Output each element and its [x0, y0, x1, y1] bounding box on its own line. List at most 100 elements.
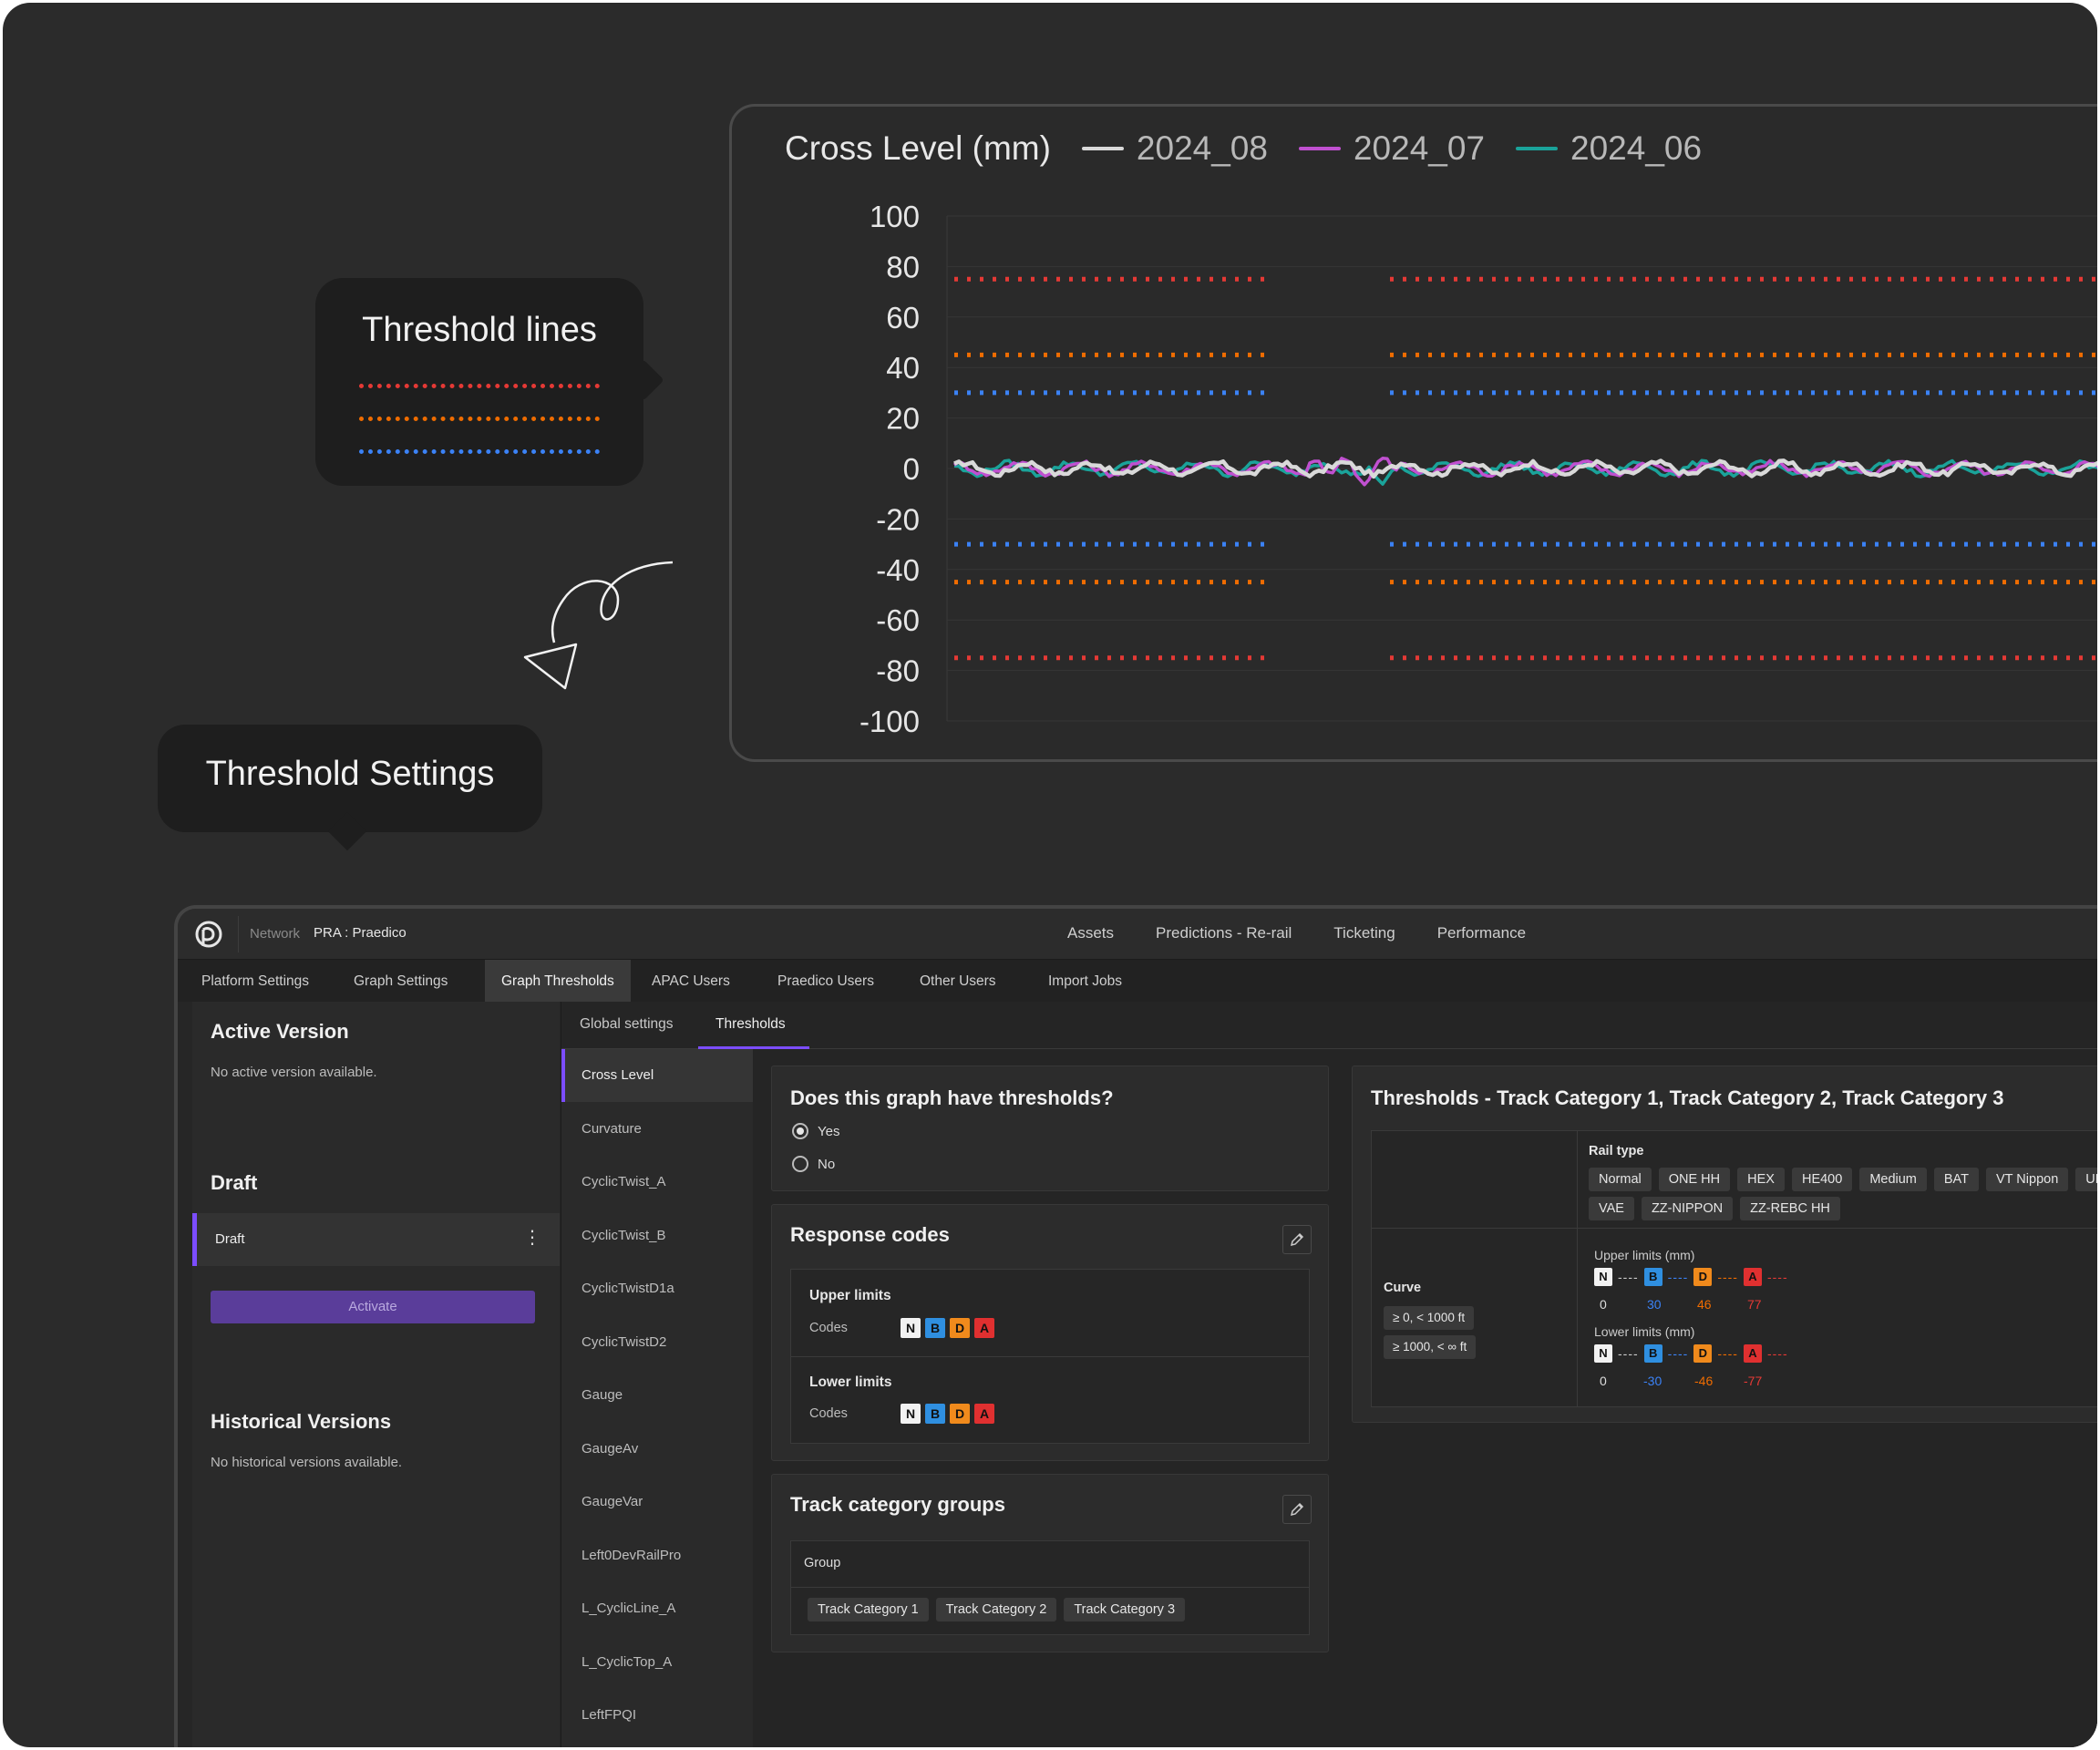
threshold-table-title: Thresholds - Track Category 1, Track Cat… — [1371, 1086, 2004, 1109]
groups-box: Group Track Category 1 Track Category 2 … — [790, 1540, 1310, 1635]
code-b-badge: B — [925, 1404, 945, 1424]
divider — [791, 1587, 1309, 1588]
graph-item-cyclictwistd1a[interactable]: CyclicTwistD1a — [582, 1281, 674, 1296]
subtab-global-settings[interactable]: Global settings — [580, 1016, 674, 1032]
chart-header: Cross Level (mm) 2024_08 2024_07 2024_06 — [785, 121, 1702, 176]
active-subtab-indicator — [698, 1046, 809, 1049]
divider — [238, 916, 239, 952]
praedico-logo-icon[interactable] — [192, 918, 225, 951]
series-line-2024-08 — [953, 458, 2097, 479]
graph-item-l-cyclicline-a[interactable]: L_CyclicLine_A — [582, 1601, 676, 1616]
tab-apac-users[interactable]: APAC Users — [652, 973, 730, 989]
radio-label: Yes — [818, 1123, 840, 1139]
y-tick-label: -40 — [876, 553, 920, 587]
group-chips: Track Category 1 Track Category 2 Track … — [808, 1598, 1186, 1621]
graph-item-leftfpqi[interactable]: LeftFPQI — [582, 1707, 637, 1723]
callout-tail — [327, 811, 367, 851]
legend-label: 2024_06 — [1570, 129, 1703, 167]
tab-praedico-users[interactable]: Praedico Users — [777, 973, 874, 989]
radio-no[interactable]: No — [792, 1156, 835, 1172]
tab-import-jobs[interactable]: Import Jobs — [1048, 973, 1122, 989]
rail-type-chip: HEX — [1737, 1168, 1785, 1191]
historical-versions-text: No historical versions available. — [211, 1455, 403, 1470]
divider — [791, 1356, 1309, 1357]
thresholds-area: Global settings Thresholds Cross Level Cu… — [561, 1002, 2097, 1747]
thresholds-question-card: Does this graph have thresholds? Yes No — [771, 1065, 1329, 1191]
sub-tabs: Global settings Thresholds — [561, 1002, 2097, 1049]
legend-item-2024-06[interactable]: 2024_06 — [1516, 129, 1702, 168]
lower-value-a: -77 — [1744, 1374, 1763, 1388]
response-codes-card: Response codes Upper limits Codes N B D … — [771, 1204, 1329, 1461]
graph-item-left0devrailpro[interactable]: Left0DevRailPro — [582, 1547, 682, 1563]
code-d-badge: D — [950, 1318, 970, 1338]
nav-performance[interactable]: Performance — [1436, 924, 1527, 942]
draft-item[interactable]: Draft ⋮ — [192, 1213, 560, 1266]
y-tick-label: -80 — [876, 654, 920, 688]
legend-label: 2024_07 — [1353, 129, 1486, 167]
rail-type-chip: ZZ-NIPPON — [1641, 1197, 1734, 1220]
pencil-icon — [1290, 1502, 1304, 1517]
lower-value-b: -30 — [1643, 1374, 1662, 1388]
tab-other-users[interactable]: Other Users — [920, 973, 996, 989]
upper-limits-mm-label: Upper limits (mm) — [1594, 1248, 1695, 1262]
curve-range-chip: ≥ 1000, < ∞ ft — [1384, 1335, 1477, 1359]
group-chip: Track Category 2 — [935, 1598, 1057, 1621]
code-d-badge: D — [1693, 1344, 1713, 1363]
nav-predictions[interactable]: Predictions - Re-rail — [1156, 924, 1292, 942]
graph-item-curvature[interactable]: Curvature — [582, 1120, 642, 1137]
rail-type-chip: ZZ-REBC HH — [1740, 1197, 1840, 1220]
divider — [1577, 1131, 1578, 1406]
subtab-thresholds[interactable]: Thresholds — [715, 1016, 786, 1032]
graph-item-gaugeav[interactable]: GaugeAv — [582, 1440, 639, 1457]
settings-tabs: Platform Settings Graph Settings Graph T… — [178, 960, 2097, 1002]
upper-limits-label: Upper limits — [809, 1288, 891, 1303]
graph-item-cyclictwistd2[interactable]: CyclicTwistD2 — [582, 1333, 667, 1350]
rail-type-chip: VT Nippon — [1986, 1168, 2069, 1191]
activate-button[interactable]: Activate — [211, 1291, 535, 1323]
group-chip: Track Category 1 — [808, 1598, 929, 1621]
graph-item-gaugevar[interactable]: GaugeVar — [582, 1494, 643, 1509]
graph-item-cyclictwist-b[interactable]: CyclicTwist_B — [582, 1227, 666, 1243]
edit-response-codes-button[interactable] — [1282, 1225, 1312, 1254]
threshold-sample-orange — [359, 417, 600, 421]
code-d-badge: D — [1693, 1268, 1713, 1286]
legend-item-2024-07[interactable]: 2024_07 — [1298, 129, 1486, 168]
graph-item-l-cyclictop-a[interactable]: L_CyclicTop_A — [582, 1653, 673, 1670]
legend-swatch — [1081, 147, 1124, 150]
graph-item-cross-level[interactable]: Cross Level — [561, 1049, 753, 1102]
versions-panel: Active Version No active version availab… — [192, 1002, 560, 1747]
codes-label: Codes — [809, 1321, 848, 1335]
top-nav: Assets Predictions - Re-rail Ticketing P… — [1067, 924, 1526, 942]
more-options-icon[interactable]: ⋮ — [523, 1228, 541, 1248]
track-category-groups-card: Track category groups Group Track Catego… — [771, 1474, 1329, 1652]
rail-type-chip: Normal — [1589, 1168, 1652, 1191]
rail-type-chip: VAE — [1589, 1197, 1634, 1220]
nav-assets[interactable]: Assets — [1067, 924, 1115, 942]
lower-limits-label: Lower limits — [809, 1374, 892, 1390]
codes-box: Upper limits Codes N B D A Lower limits … — [790, 1269, 1310, 1444]
legend-item-2024-08[interactable]: 2024_08 — [1081, 129, 1268, 168]
lower-limits-mm-label: Lower limits (mm) — [1594, 1324, 1695, 1339]
rail-type-chip: Medium — [1859, 1168, 1927, 1191]
code-n-badge: N — [1594, 1268, 1612, 1286]
tab-graph-settings[interactable]: Graph Settings — [354, 973, 448, 989]
code-d-badge: D — [950, 1404, 970, 1424]
pencil-icon — [1290, 1232, 1304, 1247]
rail-type-chip: UHC — [2075, 1168, 2097, 1191]
y-tick-label: -20 — [876, 502, 920, 536]
code-b-badge: B — [1643, 1268, 1662, 1286]
graph-item-cyclictwist-a[interactable]: CyclicTwist_A — [582, 1174, 666, 1189]
graph-item-gauge[interactable]: Gauge — [582, 1387, 623, 1403]
tab-platform-settings[interactable]: Platform Settings — [201, 973, 310, 989]
question-title: Does this graph have thresholds? — [790, 1086, 1114, 1109]
network-selector[interactable]: PRA : Praedico — [314, 925, 407, 941]
code-b-badge: B — [925, 1318, 945, 1338]
tab-graph-thresholds[interactable]: Graph Thresholds — [485, 960, 631, 1002]
nav-ticketing[interactable]: Ticketing — [1333, 924, 1395, 942]
app-window: Network PRA : Praedico Assets Prediction… — [174, 905, 2097, 1747]
cross-level-chart: 100 80 60 40 20 0 -20 -40 -60 -80 -100 — [860, 200, 2097, 738]
rail-type-label: Rail type — [1589, 1144, 1644, 1158]
group-label: Group — [804, 1556, 841, 1570]
radio-yes[interactable]: Yes — [792, 1123, 839, 1139]
edit-track-groups-button[interactable] — [1282, 1495, 1312, 1524]
